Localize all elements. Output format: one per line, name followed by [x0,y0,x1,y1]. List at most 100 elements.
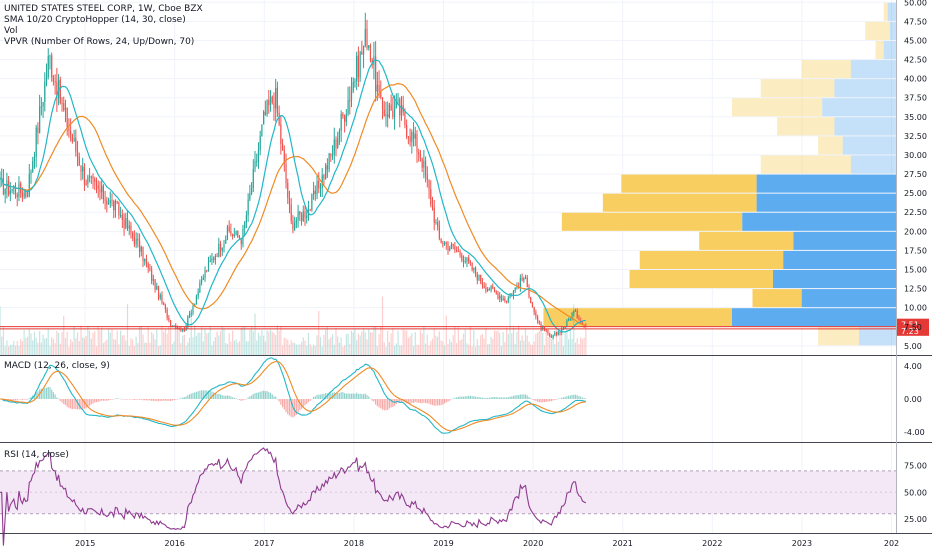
candle-body[interactable] [233,234,235,237]
candle-body[interactable] [56,81,58,99]
candle-body[interactable] [273,102,275,109]
candle-body[interactable] [166,309,168,318]
candle-body[interactable] [259,135,261,150]
candle-body[interactable] [54,81,56,83]
candle-body[interactable] [352,82,354,91]
candle-body[interactable] [376,84,378,92]
candle-body[interactable] [497,293,499,299]
candle-body[interactable] [180,329,182,331]
candle-body[interactable] [321,175,323,188]
candle-body[interactable] [473,267,475,270]
candle-body[interactable] [197,292,199,297]
candle-body[interactable] [26,195,29,197]
rsi-title[interactable]: RSI (14, close) [4,450,69,460]
candle-body[interactable] [44,81,46,102]
candle-body[interactable] [368,45,370,49]
candle-body[interactable] [338,131,341,139]
candle-body[interactable] [356,55,358,82]
candle-body[interactable] [361,51,363,55]
candle-body[interactable] [121,214,123,221]
candle-body[interactable] [328,153,330,170]
candle-body[interactable] [144,259,146,262]
candle-body[interactable] [306,215,308,218]
candle-body[interactable] [531,302,534,308]
candle-body[interactable] [83,166,86,184]
candle-body[interactable] [225,239,227,244]
candle-body[interactable] [526,277,528,288]
candle-body[interactable] [552,334,554,338]
candle-body[interactable] [547,330,549,334]
candle-body[interactable] [235,230,237,235]
candle-body[interactable] [261,124,263,136]
candle-body[interactable] [30,171,32,175]
candle-body[interactable] [78,156,80,166]
candle-body[interactable] [416,134,418,153]
candle-body[interactable] [378,84,380,92]
candle-body[interactable] [49,55,51,57]
candle-body[interactable] [8,180,10,195]
candle-body[interactable] [366,29,368,49]
candle-body[interactable] [256,160,258,162]
candle-body[interactable] [578,317,580,321]
candle-body[interactable] [395,100,397,108]
candle-body[interactable] [111,200,113,202]
candle-body[interactable] [487,289,489,291]
candle-body[interactable] [554,332,556,335]
candle-body[interactable] [337,138,339,148]
candle-body[interactable] [268,100,270,106]
candle-body[interactable] [543,326,546,330]
legend-vpvr[interactable]: VPVR (Number Of Rows, 24, Up/Down, 70) [4,37,195,47]
candle-body[interactable] [219,243,222,251]
rsi-pane[interactable] [0,447,587,546]
candle-body[interactable] [340,113,342,132]
candle-body[interactable] [300,214,303,221]
candle-body[interactable] [437,222,439,227]
candle-body[interactable] [195,296,198,304]
candle-body[interactable] [431,204,434,208]
candle-body[interactable] [37,127,39,133]
candle-body[interactable] [140,246,142,252]
candle-body[interactable] [85,183,87,185]
candle-body[interactable] [485,287,487,291]
candle-body[interactable] [35,127,37,157]
candle-body[interactable] [192,306,194,313]
candle-body[interactable] [294,223,296,230]
candle-body[interactable] [476,274,478,281]
candle-body[interactable] [266,100,268,115]
candle-body[interactable] [151,270,153,281]
candle-body[interactable] [87,176,89,185]
candle-body[interactable] [524,277,527,279]
candle-body[interactable] [428,179,430,190]
candle-body[interactable] [357,55,359,78]
candle-body[interactable] [521,277,523,281]
candle-body[interactable] [2,178,5,195]
candle-body[interactable] [292,221,294,230]
candle-body[interactable] [561,328,563,333]
candle-body[interactable] [156,286,158,290]
candle-body[interactable] [304,211,306,218]
candle-body[interactable] [309,209,311,211]
candle-body[interactable] [51,55,53,78]
candle-body[interactable] [344,115,346,122]
macd-signal-line[interactable] [0,360,586,432]
candle-body[interactable] [469,261,471,263]
candle-body[interactable] [118,202,120,216]
candle-body[interactable] [82,166,84,172]
candle-body[interactable] [528,287,530,298]
candle-body[interactable] [319,187,322,189]
candle-body[interactable] [442,243,444,245]
candle-body[interactable] [9,190,11,195]
candle-body[interactable] [202,277,204,280]
candle-body[interactable] [42,101,44,107]
candle-body[interactable] [574,310,577,312]
candle-body[interactable] [223,243,225,249]
candle-body[interactable] [325,165,327,180]
candle-body[interactable] [221,248,223,251]
candle-body[interactable] [276,88,279,113]
candle-body[interactable] [271,96,273,103]
macd-title[interactable]: MACD (12, 26, close, 9) [4,361,110,371]
candle-body[interactable] [481,282,484,286]
candle-body[interactable] [509,295,511,298]
candle-body[interactable] [461,255,463,261]
